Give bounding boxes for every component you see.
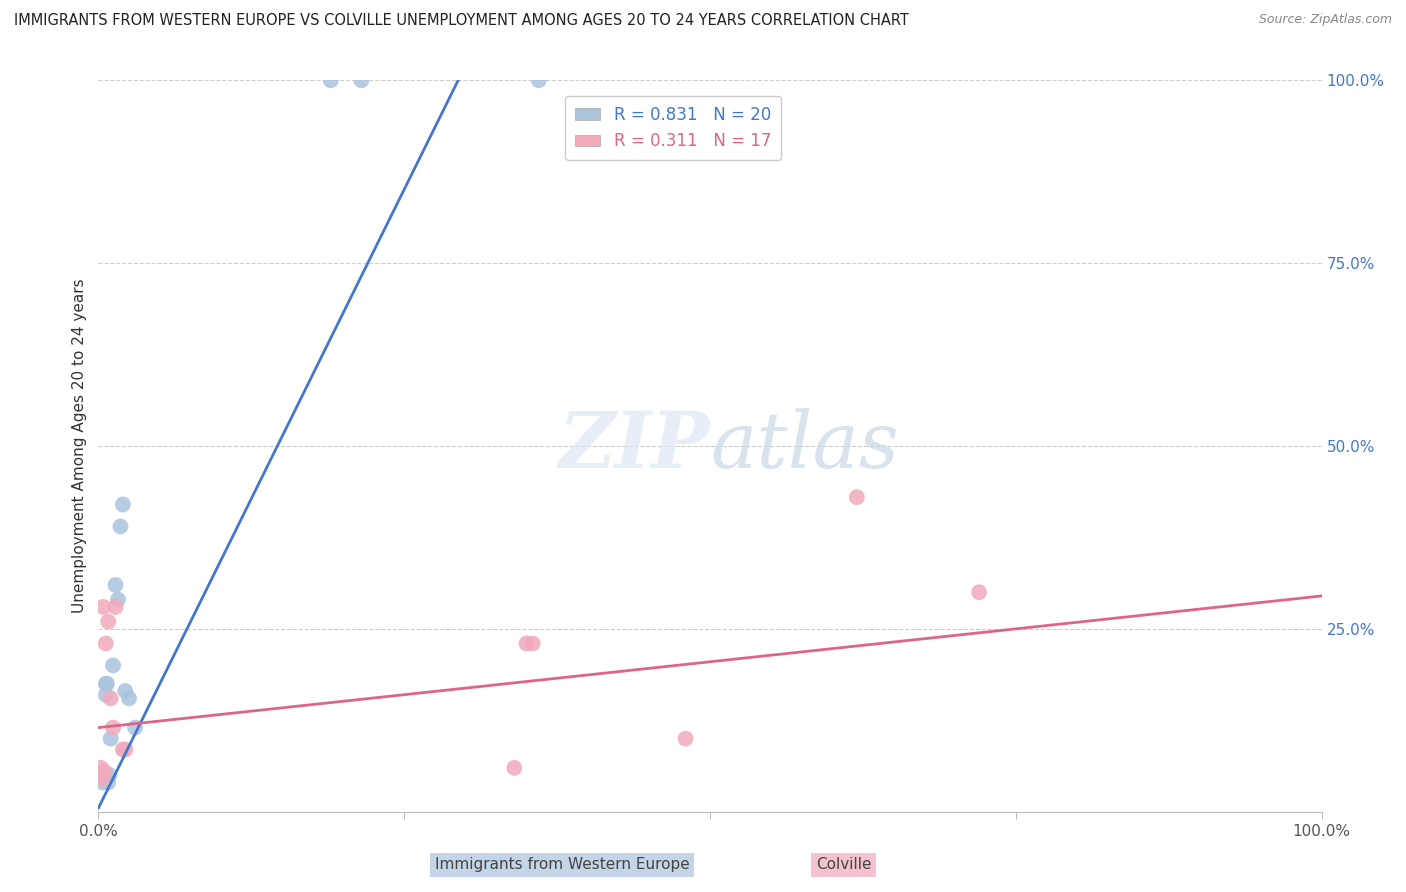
Point [114,684,136,698]
Text: ZIP: ZIP [558,408,710,484]
Point [91,599,114,614]
Point [91,772,114,786]
Text: Colville: Colville [815,857,872,872]
Point [118,691,141,706]
Point [96,676,118,690]
Point [319,73,342,87]
Point [97,615,120,629]
Point [100,731,122,746]
Text: atlas: atlas [710,408,898,484]
Text: Source: ZipAtlas.com: Source: ZipAtlas.com [1258,13,1392,27]
Point [522,636,544,650]
Point [94,676,117,690]
Point [97,775,120,789]
Point [98,768,121,782]
Point [515,636,537,650]
Point [675,731,697,746]
Point [124,721,146,735]
Point [527,73,550,87]
Point [104,578,127,592]
Point [845,490,868,504]
Point [350,73,373,87]
Text: Immigrants from Western Europe: Immigrants from Western Europe [434,857,690,872]
Point [93,764,115,779]
Point [94,688,117,702]
Point [114,742,136,756]
Point [104,599,127,614]
Text: IMMIGRANTS FROM WESTERN EUROPE VS COLVILLE UNEMPLOYMENT AMONG AGES 20 TO 24 YEAR: IMMIGRANTS FROM WESTERN EUROPE VS COLVIL… [14,13,908,29]
Point [101,721,124,735]
Point [110,519,132,533]
Point [101,658,124,673]
Y-axis label: Unemployment Among Ages 20 to 24 years: Unemployment Among Ages 20 to 24 years [72,278,87,614]
Point [107,592,129,607]
Point [91,772,114,786]
Point [91,775,114,789]
Point [503,761,526,775]
Point [93,768,115,782]
Point [967,585,990,599]
Point [90,761,112,775]
Point [94,636,117,650]
Legend: R = 0.831   N = 20, R = 0.311   N = 17: R = 0.831 N = 20, R = 0.311 N = 17 [565,96,782,161]
Point [100,691,122,706]
Point [111,742,134,756]
Point [111,498,134,512]
